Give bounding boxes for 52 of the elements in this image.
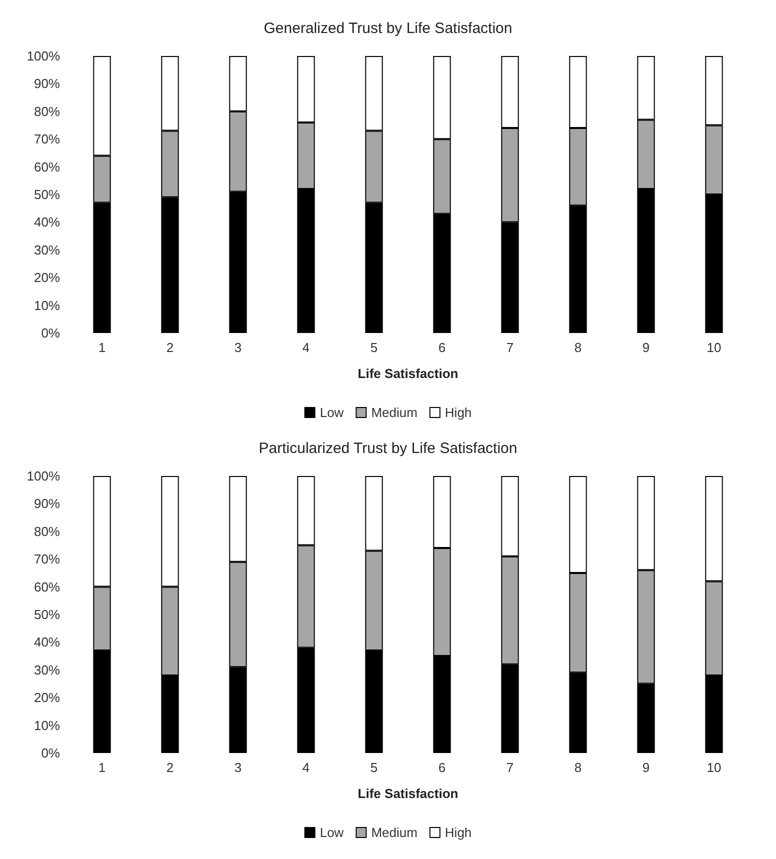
x-tick-label: 6: [438, 760, 446, 775]
y-tick-label: 10%: [34, 718, 60, 733]
x-tick-label: 7: [506, 340, 514, 355]
y-tick-label: 50%: [34, 607, 60, 622]
y-tick-label: 40%: [34, 214, 60, 230]
x-tick-label: 8: [574, 340, 582, 355]
y-tick-label: 90%: [34, 496, 60, 512]
x-tick-label: 9: [642, 760, 650, 775]
x-tick-label: 7: [506, 760, 514, 775]
x-tick-label: 10: [706, 760, 722, 775]
x-tick-label: 2: [166, 760, 174, 775]
y-tick-label: 50%: [34, 187, 60, 202]
x-tick-label: 8: [574, 760, 582, 775]
legend-label: High: [444, 405, 472, 420]
x-axis-title: Life Satisfaction: [358, 366, 458, 381]
y-tick-label: 80%: [34, 104, 60, 119]
y-tick-label: 0%: [41, 746, 60, 760]
chart-title: Particularized Trust by Life Satisfaction: [258, 440, 518, 457]
x-tick-label: 9: [642, 340, 650, 355]
x-tick-label: 3: [234, 760, 242, 775]
legend-label: Low: [320, 825, 344, 840]
legend-label: Medium: [371, 825, 418, 840]
legend-label: Low: [320, 405, 344, 420]
x-tick-label: 6: [438, 340, 446, 355]
x-tick-label: 2: [166, 340, 174, 355]
x-tick-label: 1: [98, 760, 106, 775]
legend-label: High: [444, 825, 472, 840]
y-tick-label: 100%: [26, 468, 60, 484]
y-tick-label: 100%: [26, 48, 60, 64]
chart-title: Generalized Trust by Life Satisfaction: [264, 20, 512, 37]
x-tick-label: 5: [370, 340, 378, 355]
y-tick-label: 20%: [34, 270, 60, 286]
legend-label: Medium: [371, 405, 418, 420]
x-tick-label: 1: [98, 340, 106, 355]
y-tick-label: 60%: [34, 579, 60, 594]
x-tick-label: 3: [234, 340, 242, 355]
y-tick-label: 90%: [34, 76, 60, 92]
x-tick-label: 5: [370, 760, 378, 775]
x-tick-label: 4: [302, 340, 310, 355]
y-tick-label: 60%: [34, 159, 60, 174]
y-tick-label: 70%: [34, 132, 60, 147]
y-tick-label: 70%: [34, 552, 60, 567]
y-tick-label: 30%: [34, 662, 60, 678]
y-tick-label: 0%: [41, 326, 60, 340]
y-tick-label: 10%: [34, 298, 60, 313]
x-tick-label: 10: [706, 340, 722, 355]
x-axis-title: Life Satisfaction: [358, 786, 458, 801]
y-tick-label: 80%: [34, 524, 60, 539]
y-tick-label: 30%: [34, 242, 60, 258]
y-tick-label: 20%: [34, 690, 60, 706]
y-tick-label: 40%: [34, 634, 60, 650]
x-tick-label: 4: [302, 760, 310, 775]
